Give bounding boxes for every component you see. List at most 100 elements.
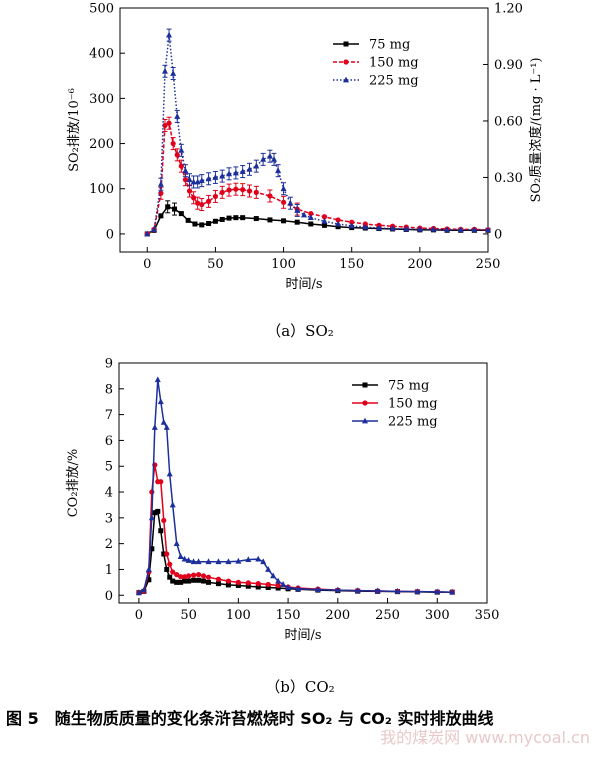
data-point bbox=[191, 577, 197, 583]
series-2 bbox=[144, 116, 491, 237]
data-point bbox=[267, 217, 273, 223]
series-1 bbox=[144, 200, 491, 237]
data-point bbox=[151, 226, 158, 232]
data-point bbox=[233, 215, 239, 221]
data-point bbox=[246, 165, 253, 172]
data-point bbox=[239, 168, 246, 174]
data-point bbox=[335, 217, 341, 223]
data-point bbox=[275, 167, 282, 174]
data-point bbox=[215, 558, 222, 565]
legend-label: 150 mg bbox=[369, 56, 419, 71]
x-tick-label: 250 bbox=[375, 608, 400, 623]
data-point bbox=[178, 574, 184, 580]
data-point bbox=[170, 578, 176, 584]
data-point bbox=[157, 180, 164, 187]
data-point bbox=[198, 177, 205, 184]
data-point bbox=[265, 566, 272, 572]
data-point bbox=[170, 70, 177, 76]
data-point bbox=[164, 566, 170, 572]
data-point bbox=[335, 224, 341, 230]
data-point bbox=[260, 558, 267, 565]
data-point bbox=[240, 187, 246, 193]
data-point bbox=[219, 216, 225, 222]
data-point bbox=[226, 215, 232, 221]
x-tick-label: 200 bbox=[407, 257, 432, 272]
y2-tick-label: 0.90 bbox=[494, 58, 523, 73]
co2-chart: 0 50 100 150 200 250 300 350 0 1 2 3 4 5 6 7 8 9 时间/s CO₂排放… bbox=[66, 357, 500, 644]
data-point bbox=[235, 582, 241, 588]
panel-a-caption: （a）SO₂ bbox=[266, 322, 334, 340]
series-3 bbox=[144, 28, 491, 237]
data-point bbox=[195, 558, 202, 565]
data-point bbox=[434, 588, 441, 595]
data-point bbox=[301, 211, 307, 218]
data-point bbox=[265, 585, 271, 591]
data-point bbox=[149, 489, 155, 495]
legend-marker bbox=[362, 417, 368, 424]
x-tick-label: 50 bbox=[180, 608, 197, 623]
data-point bbox=[430, 226, 437, 232]
data-point bbox=[161, 551, 167, 557]
data-point bbox=[246, 188, 253, 194]
data-point bbox=[182, 167, 189, 174]
data-point bbox=[215, 581, 221, 587]
data-point bbox=[135, 589, 142, 596]
data-point bbox=[308, 221, 314, 227]
data-point bbox=[190, 558, 197, 565]
y-tick-label: 6 bbox=[105, 434, 113, 449]
data-point bbox=[212, 218, 218, 224]
data-point bbox=[144, 230, 151, 237]
x-tick-label: 350 bbox=[475, 608, 500, 623]
y2-tick-label: 0 bbox=[494, 227, 502, 242]
data-point bbox=[157, 398, 164, 405]
data-point bbox=[178, 146, 185, 153]
data-point bbox=[375, 224, 382, 231]
x-tick-label: 250 bbox=[476, 257, 501, 272]
data-point bbox=[186, 176, 193, 183]
data-point bbox=[169, 501, 176, 508]
data-point bbox=[178, 211, 184, 217]
data-point bbox=[471, 226, 478, 233]
data-point bbox=[253, 216, 259, 222]
data-point bbox=[212, 174, 219, 180]
data-point bbox=[178, 579, 184, 585]
data-point bbox=[201, 578, 207, 584]
data-point bbox=[233, 186, 239, 192]
data-point bbox=[200, 573, 207, 579]
data-point bbox=[174, 113, 181, 119]
data-point bbox=[235, 579, 241, 585]
series-line bbox=[138, 379, 453, 594]
y-tick-label: 5 bbox=[105, 460, 113, 475]
data-point bbox=[195, 200, 201, 206]
watermark-text: 我的煤炭网 www.mycoal.cn bbox=[380, 728, 590, 747]
data-point bbox=[170, 140, 176, 147]
data-point bbox=[181, 555, 188, 562]
legend: 75 mg 150 mg 225 mg bbox=[333, 38, 419, 89]
data-point bbox=[199, 222, 205, 228]
series-line bbox=[146, 122, 489, 235]
data-point bbox=[275, 582, 281, 589]
legend-label: 75 mg bbox=[369, 38, 410, 53]
x-tick-label: 100 bbox=[271, 257, 296, 272]
legend-label: 150 mg bbox=[388, 397, 438, 412]
x-axis-label: 时间/s bbox=[285, 277, 322, 292]
data-point bbox=[182, 578, 188, 584]
data-point bbox=[205, 574, 212, 580]
data-point bbox=[255, 584, 261, 590]
data-point bbox=[185, 557, 192, 563]
data-point bbox=[205, 198, 212, 204]
data-point bbox=[394, 587, 401, 594]
data-point bbox=[173, 540, 180, 547]
data-point bbox=[186, 188, 193, 194]
y-tick-label: 0 bbox=[106, 227, 114, 242]
figure-caption: 图 5 随生物质质量的变化条浒苔燃烧时 SO₂ 与 CO₂ 实时排放曲线 bbox=[6, 705, 596, 733]
data-point bbox=[154, 376, 161, 383]
data-point bbox=[265, 581, 271, 588]
series-1 bbox=[136, 508, 455, 596]
data-point bbox=[314, 586, 321, 592]
data-point bbox=[158, 528, 164, 534]
data-point bbox=[389, 225, 396, 231]
data-point bbox=[321, 222, 327, 228]
data-point bbox=[170, 569, 176, 575]
data-point bbox=[212, 193, 219, 200]
